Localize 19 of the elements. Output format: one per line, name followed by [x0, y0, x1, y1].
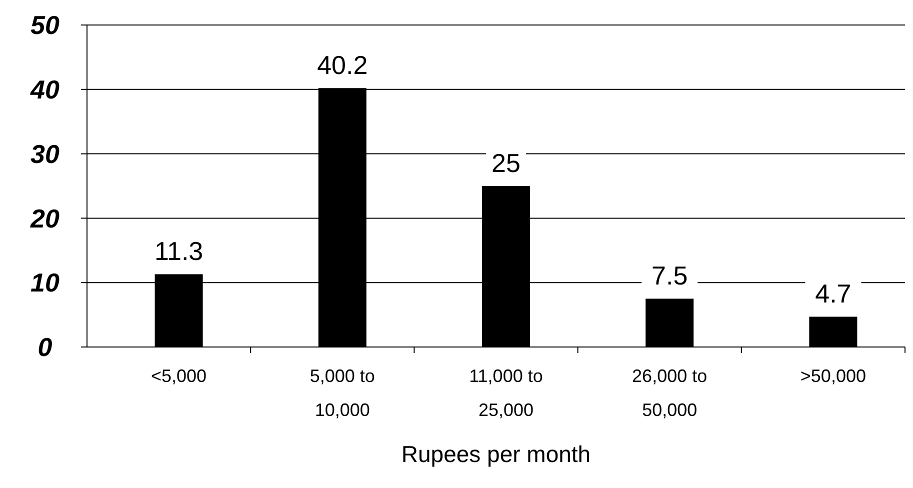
y-tick-label: 0 [38, 332, 53, 362]
x-tick-label: <5,000 [151, 366, 207, 386]
x-tick-label: 5,000 to 10,000 [310, 366, 375, 420]
data-label: 7.5 [652, 260, 688, 291]
x-axis-title: Rupees per month [401, 441, 591, 467]
y-tick-label: 20 [30, 203, 60, 234]
data-label: 25 [492, 148, 520, 178]
x-tick-label: 26,000 to 50,000 [632, 366, 708, 420]
bar [809, 316, 858, 347]
y-tick-label: 40 [30, 74, 60, 104]
data-label: 40.2 [317, 50, 368, 80]
data-label: 11.3 [154, 236, 204, 266]
y-tick-label: 30 [30, 138, 60, 169]
y-tick-label: 50 [30, 10, 60, 40]
x-tick-label: 11,000 to 25,000 [469, 366, 543, 420]
bar [646, 298, 694, 347]
y-tick-label: 10 [30, 268, 60, 298]
data-label: 4.7 [815, 278, 852, 309]
x-tick-label: >50,000 [800, 366, 866, 386]
